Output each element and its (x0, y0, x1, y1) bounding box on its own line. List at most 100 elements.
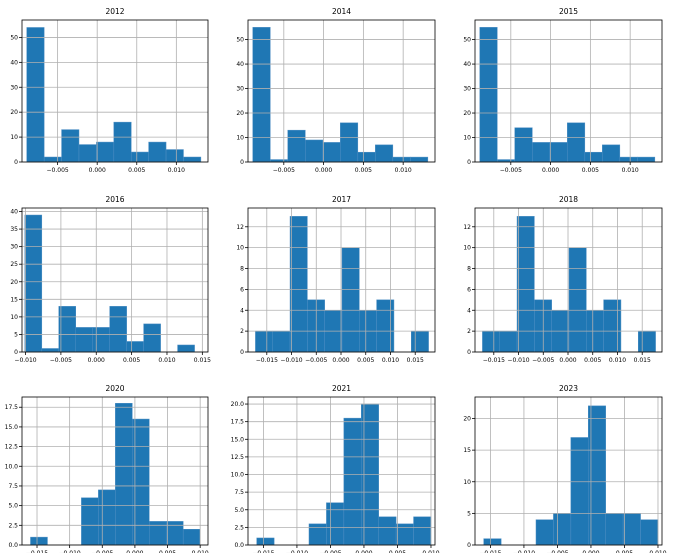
histogram-bar (483, 538, 502, 546)
histogram-bar (568, 247, 587, 353)
histogram-bar (499, 330, 518, 353)
y-tick-label: 20 (463, 110, 471, 117)
panel-title: 2016 (105, 195, 124, 204)
x-tick-label: 0.010 (395, 167, 412, 174)
x-tick-label: 0.005 (355, 167, 372, 174)
histogram-bar (375, 144, 394, 163)
panel-title: 2012 (105, 7, 124, 16)
plot-frame (21, 19, 209, 163)
histogram-bar (255, 330, 273, 353)
y-tick-label: 8 (240, 266, 244, 273)
y-tick-label: 5 (467, 510, 471, 517)
histogram-bar (43, 156, 62, 163)
histogram-bar (532, 142, 551, 163)
histogram-bar (392, 156, 411, 163)
histogram-bar (479, 27, 498, 163)
y-tick-label: 8 (467, 266, 471, 273)
histogram-bar (81, 497, 99, 546)
histogram-bar (516, 216, 535, 353)
bars (26, 27, 202, 163)
x-tick-label: −0.010 (507, 357, 529, 364)
x-tick-label: 0.010 (158, 357, 175, 364)
histogram-bar (126, 341, 144, 353)
x-tick-label: −0.015 (256, 357, 278, 364)
y-tick-label: 40 (463, 61, 471, 68)
histogram-panel: 2015 −0.005 0.000 0.005 0.010 0 10 20 30 40 50 (463, 7, 663, 174)
x-tick-label: 0.015 (634, 357, 651, 364)
bars (252, 27, 429, 163)
x-tick-label: 0.010 (649, 550, 666, 553)
x-tick-label: 0.010 (192, 550, 209, 553)
x-tick-label: 0.015 (194, 357, 211, 364)
y-tick-label: 6 (240, 286, 244, 293)
x-tick-label: −0.015 (26, 550, 48, 553)
y-tick-label: 10 (463, 245, 471, 252)
x-tick-label: −0.005 (273, 167, 295, 174)
y-tick-label: 2 (467, 328, 471, 335)
x-tick-label: −0.015 (252, 550, 274, 553)
histogram-panel: 2012 −0.005 0.000 0.005 0.010 0 10 20 30 40 50 (10, 7, 209, 174)
histogram-bar (553, 513, 572, 546)
y-tick-label: 0.0 (234, 542, 244, 549)
histogram-bar (109, 306, 127, 353)
plot-frame (474, 19, 663, 163)
bars (255, 216, 429, 353)
histogram-bar (289, 216, 308, 353)
y-tick-label: 6 (467, 286, 471, 293)
histogram-panel: 2017 −0.015 −0.010 −0.005 0.000 0.005 0.010 0.0… (236, 195, 436, 364)
histogram-bar (343, 417, 362, 546)
histogram-bar (514, 127, 533, 163)
histogram-bar (75, 327, 93, 353)
histogram-panel: 2016 −0.010 −0.005 0.000 0.005 0.010 0.015 0 5 10… (10, 195, 211, 364)
y-tick-label: 10.0 (231, 472, 245, 479)
panel-title: 2018 (559, 195, 578, 204)
y-tick-label: 0 (14, 349, 18, 356)
y-tick-label: 2 (240, 328, 244, 335)
y-tick-label: 10 (236, 245, 244, 252)
x-tick-label: −0.005 (305, 357, 327, 364)
x-tick-label: −0.005 (532, 357, 554, 364)
y-tick-label: 5 (14, 331, 18, 338)
histogram-bar (143, 323, 161, 353)
x-tick-label: −0.005 (50, 357, 72, 364)
plot-frame (474, 207, 663, 353)
plot-frame (474, 396, 663, 546)
y-tick-label: 50 (236, 37, 244, 44)
x-tick-label: −0.010 (14, 357, 36, 364)
plot-frame (21, 207, 209, 353)
x-tick-label: 0.000 (126, 550, 143, 553)
histogram-bar (115, 403, 133, 546)
y-tick-label: 10 (10, 314, 18, 321)
x-tick-label: −0.010 (280, 357, 302, 364)
histogram-panel: 2014 −0.005 0.000 0.005 0.010 0 10 20 30 40 50 (236, 7, 436, 174)
bars (482, 216, 656, 353)
y-tick-label: 0.0 (8, 542, 18, 549)
y-tick-label: 12.5 (231, 454, 245, 461)
histogram-bar (413, 516, 432, 546)
histogram-bar (30, 536, 48, 546)
x-tick-label: 0.000 (89, 167, 106, 174)
bars (30, 403, 201, 546)
histogram-panel: 2020 −0.015 −0.010 −0.005 0.000 0.005 0.010 0.0… (5, 384, 209, 553)
x-tick-label: 0.015 (407, 357, 424, 364)
y-tick-label: 2.5 (234, 524, 244, 531)
histogram-bar (619, 156, 638, 163)
y-tick-label: 0 (240, 349, 244, 356)
x-tick-label: 0.000 (582, 550, 599, 553)
panel-title: 2015 (559, 7, 578, 16)
x-tick-label: 0.000 (88, 357, 105, 364)
plot-frame (21, 396, 209, 546)
histogram-bar (326, 502, 345, 546)
gridlines (22, 208, 208, 353)
x-tick-label: 0.010 (422, 550, 439, 553)
y-tick-label: 17.5 (231, 419, 245, 426)
gridlines (248, 208, 435, 353)
y-tick-label: 0 (467, 159, 471, 166)
panel-title: 2023 (559, 384, 578, 393)
histogram-bar (378, 516, 397, 546)
y-tick-label: 5.0 (234, 507, 244, 514)
x-tick-label: −0.010 (59, 550, 81, 553)
y-tick-label: 20.0 (231, 401, 245, 408)
gridlines (248, 397, 435, 546)
